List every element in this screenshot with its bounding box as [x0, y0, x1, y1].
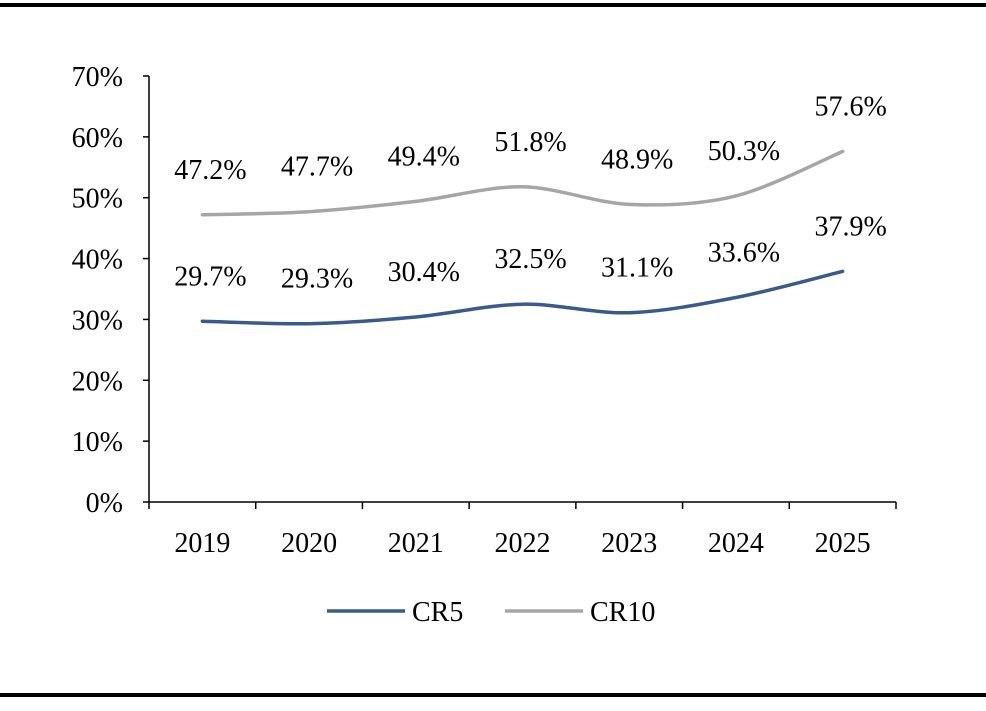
y-tick-label-0: 0% [86, 488, 123, 519]
legend-label-cr10: CR10 [590, 597, 655, 628]
y-tick-label-5: 50% [72, 184, 123, 215]
y-tick-label-1: 10% [72, 427, 123, 458]
data-label-cr10-0: 47.2% [174, 155, 246, 186]
data-label-cr5-0: 29.7% [174, 261, 246, 292]
series-line-cr5 [200, 269, 845, 326]
data-label-cr10-1: 47.7% [281, 152, 353, 183]
legend: CR5 CR10 [327, 597, 655, 628]
data-labels: 29.7% 29.3% 30.4% 32.5% 31.1% 33.6% 37.9% 47.2%… [174, 91, 887, 294]
x-tick-label-3: 2022 [495, 528, 551, 559]
data-label-cr10-2: 49.4% [388, 141, 460, 172]
data-label-cr5-5: 33.6% [708, 238, 780, 269]
data-label-cr10-4: 48.9% [601, 144, 673, 175]
data-label-cr10-3: 51.8% [494, 127, 566, 158]
legend-label-cr5: CR5 [412, 597, 463, 628]
data-label-cr5-4: 31.1% [601, 253, 673, 284]
x-tick-label-0: 2019 [174, 528, 230, 559]
x-tick-label-4: 2023 [601, 528, 657, 559]
x-tick-label-6: 2025 [815, 528, 871, 559]
x-tick-label-2: 2021 [388, 528, 444, 559]
x-tick-label-1: 2020 [281, 528, 337, 559]
data-label-cr10-5: 50.3% [708, 136, 780, 167]
y-tick-label-4: 40% [72, 245, 123, 276]
y-tick-label-6: 60% [72, 123, 123, 154]
series-line-cr10 [200, 149, 845, 217]
y-tick-label-3: 30% [72, 305, 123, 336]
data-label-cr5-1: 29.3% [281, 264, 353, 295]
y-tick-label-7: 70% [72, 62, 123, 93]
data-label-cr5-2: 30.4% [388, 257, 460, 288]
series-lines [200, 149, 845, 326]
axes: 0% 10% 20% 30% 40% 50% 60% 70% 2019 2020 2021 2022 2… [72, 62, 897, 559]
y-tick-label-2: 20% [72, 366, 123, 397]
x-tick-label-5: 2024 [708, 528, 764, 559]
data-label-cr10-6: 57.6% [814, 91, 886, 122]
data-label-cr5-3: 32.5% [494, 244, 566, 275]
data-label-cr5-6: 37.9% [814, 211, 886, 242]
